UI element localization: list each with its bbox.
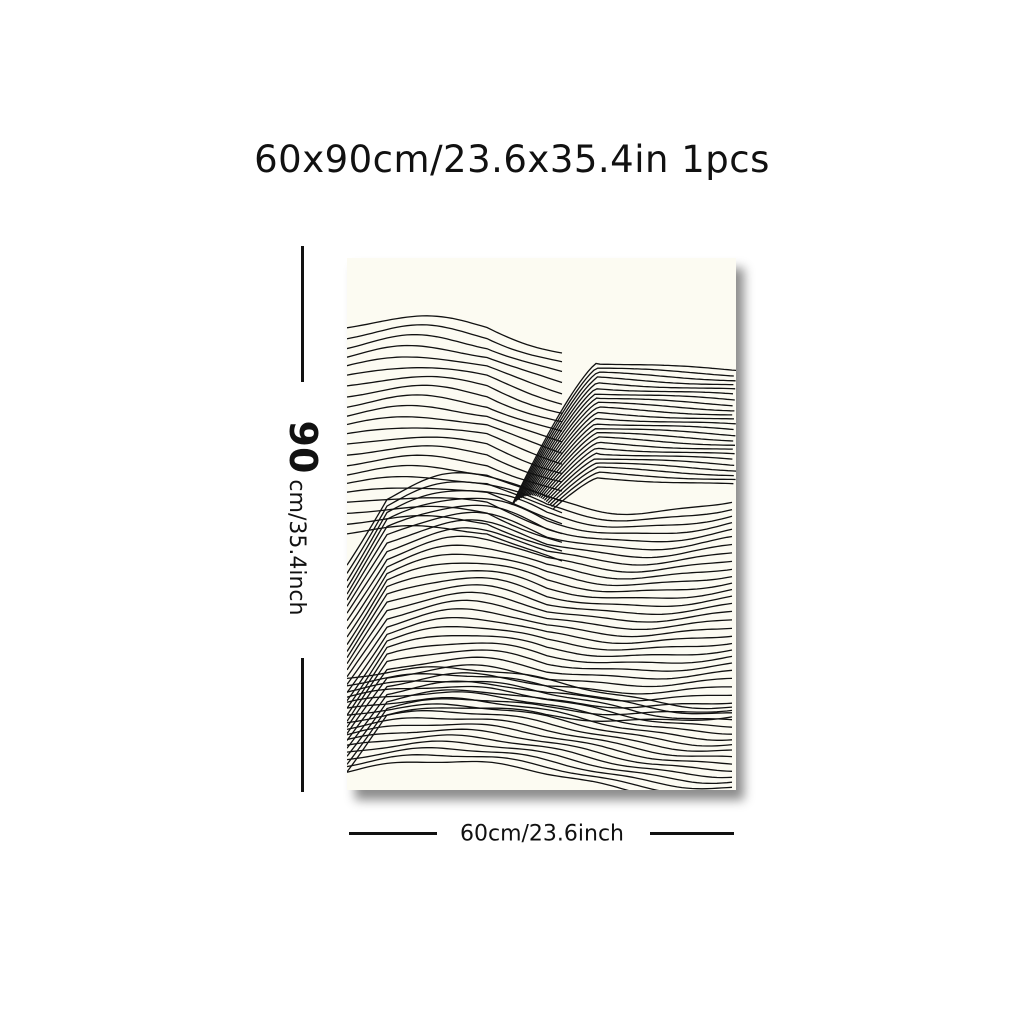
wave-line (347, 734, 733, 779)
width-dimension-line-right (650, 832, 734, 835)
wave-line (547, 462, 736, 504)
wave-line (516, 376, 734, 501)
wave-line (347, 334, 563, 373)
wave-line (347, 324, 563, 363)
wave-line (549, 466, 734, 506)
wave-line (347, 740, 733, 785)
width-dimension-line-left (349, 832, 437, 835)
wave-line (543, 452, 733, 501)
wave-line (515, 371, 736, 502)
height-value: 90 (281, 420, 325, 474)
wave-line (347, 717, 733, 758)
width-dimension-label: 60cm/23.6inch (459, 821, 625, 847)
wave-line (347, 635, 733, 709)
wave-line (347, 707, 733, 773)
wave-line (347, 375, 563, 414)
wave-line (347, 608, 733, 685)
wave-line (347, 728, 733, 772)
wave-line (542, 447, 735, 500)
wave-line (347, 599, 733, 678)
product-size-title: 60x90cm/23.6x35.4in 1pcs (0, 138, 1024, 181)
wave-line (347, 673, 732, 715)
wave-line (347, 356, 563, 395)
wave-line (524, 397, 733, 497)
wave-line (347, 544, 733, 630)
wave-line (347, 436, 563, 475)
wave-line (347, 616, 733, 693)
wave-line (347, 472, 733, 566)
wave-line (347, 562, 733, 645)
wave-line (347, 511, 733, 601)
wave-line (525, 401, 735, 497)
wave-line (347, 427, 563, 465)
wave-line (347, 625, 733, 702)
wave-line (522, 393, 735, 498)
wave-line (347, 535, 733, 622)
height-dimension-line-bottom (301, 658, 304, 792)
size-text: 60x90cm/23.6x35.4in (254, 138, 669, 181)
wave-line (347, 497, 563, 535)
wave-line (347, 475, 563, 514)
wave-line (347, 384, 563, 423)
wave-line (347, 703, 733, 747)
quantity-text: 1pcs (681, 138, 770, 181)
wave-line (347, 656, 733, 728)
wave-line (347, 416, 563, 454)
wave-line (347, 760, 630, 790)
wave-line (347, 570, 733, 652)
wave-line (533, 423, 734, 496)
wave-line-art (347, 315, 736, 790)
wave-line (545, 458, 735, 503)
wave-line (536, 431, 734, 497)
wave-line (347, 680, 733, 721)
wave-line (347, 696, 733, 741)
wave-line (347, 404, 563, 443)
wave-line (529, 411, 735, 496)
wave-line (347, 591, 733, 671)
wave-line (347, 553, 733, 638)
wave-line (527, 406, 733, 496)
wave-line (347, 685, 733, 728)
height-unit: cm/35.4inch (284, 479, 309, 616)
wave-line (531, 417, 736, 496)
wave-line (347, 666, 733, 710)
wave-line (347, 519, 733, 607)
canvas-artwork (347, 258, 736, 790)
wave-line (520, 388, 734, 499)
wave-line (518, 382, 736, 500)
wave-line (347, 691, 733, 735)
wave-line (511, 362, 736, 506)
wave-line (347, 504, 733, 595)
wave-line (347, 747, 733, 790)
wave-line (552, 477, 734, 510)
wave-line (347, 344, 563, 384)
wave-line (347, 394, 563, 432)
wave-line (347, 723, 733, 765)
wave-line (347, 490, 733, 582)
wave-line (347, 710, 733, 752)
wave-line (347, 315, 563, 354)
wave-line (534, 428, 736, 497)
wave-line (347, 754, 660, 790)
wave-line (347, 445, 563, 483)
wave-line (551, 471, 736, 508)
wave-line (347, 497, 733, 589)
wave-line (347, 524, 563, 562)
wave-line (347, 649, 733, 722)
wave-line (347, 527, 733, 614)
wave-line (347, 577, 733, 659)
wave-line (347, 367, 563, 405)
wave-line (347, 642, 733, 716)
wave-line (513, 367, 734, 504)
wave-line (540, 441, 733, 499)
wave-line (538, 436, 736, 498)
height-dimension-label: 90 cm/35.4inch (281, 421, 325, 616)
wave-line (347, 481, 733, 574)
height-dimension-line-top (301, 246, 304, 382)
wave-line (347, 584, 733, 665)
